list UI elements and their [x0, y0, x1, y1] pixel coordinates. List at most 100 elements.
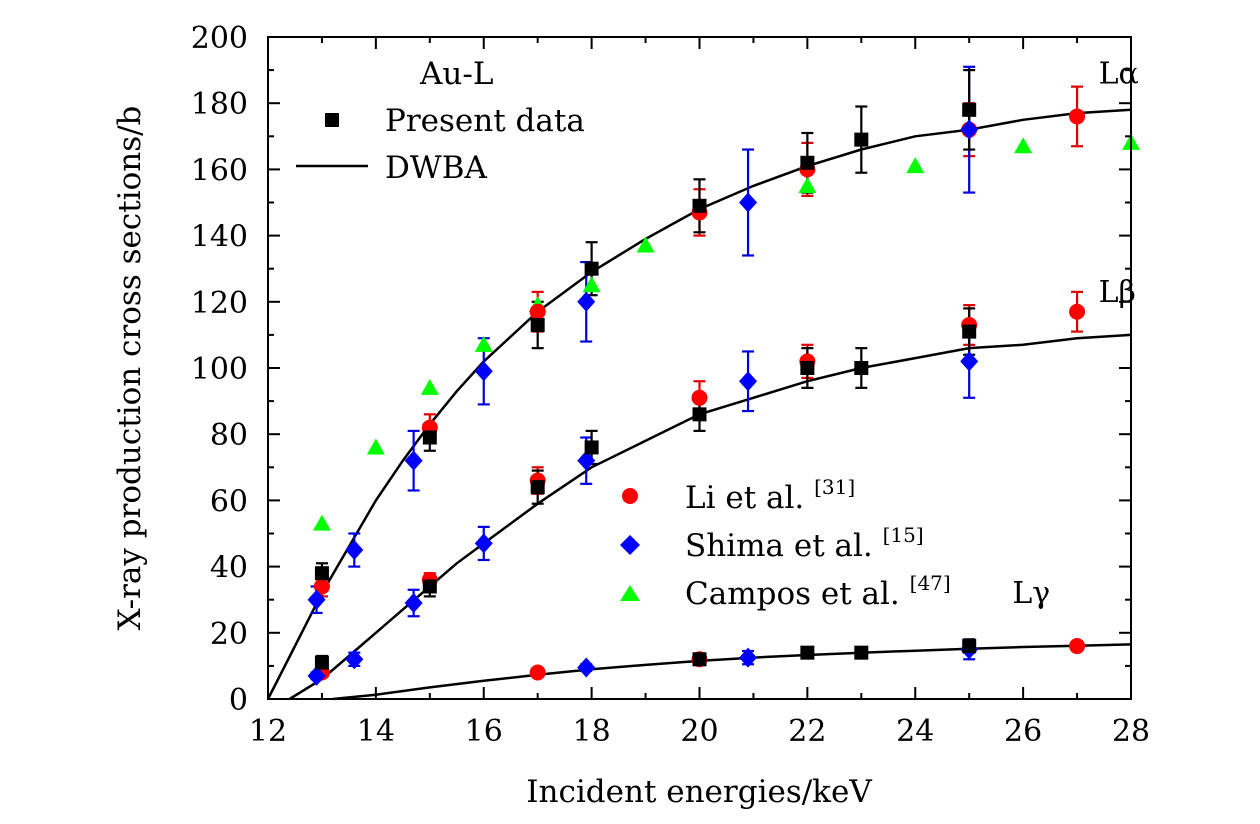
legend-campos-name: Campos et al.	[685, 576, 900, 612]
present-data-l-beta-marker	[800, 361, 815, 375]
x-tick-labels: 12 14 16 18 20 22 24 26 28	[249, 714, 1150, 749]
present-data-l-beta-marker	[530, 480, 545, 495]
data-markers	[307, 102, 1140, 686]
li-et-al-l-gamma-marker	[529, 664, 546, 681]
campos-et-al-l-alpha-marker	[366, 438, 385, 455]
present-data-l-alpha-marker	[800, 155, 815, 170]
y-tick-label: 60	[210, 484, 248, 519]
present-data-l-beta-marker	[584, 440, 599, 455]
shima-et-al-l-beta-marker	[404, 593, 423, 614]
present-data-l-beta-marker	[422, 579, 437, 594]
legend-campos-label: Campos et al. [47]	[685, 571, 951, 612]
x-tick-label: 14	[357, 714, 395, 749]
campos-et-al-l-alpha-marker	[582, 276, 601, 293]
shima-et-al-l-beta-marker	[307, 665, 326, 686]
present-data-l-alpha-marker	[962, 102, 977, 117]
legend-top: Au-L Present data DWBA	[296, 56, 585, 186]
y-tick-label: 180	[191, 87, 248, 122]
y-tick-label: 20	[210, 617, 248, 652]
series-label-l-beta: Lβ	[1099, 275, 1136, 310]
campos-et-al-l-alpha-marker	[420, 378, 439, 395]
li-et-al-l-alpha-marker	[313, 578, 330, 595]
present-data-l-alpha-marker	[422, 430, 437, 445]
legend-shima-label: Shima et al. [15]	[685, 523, 924, 564]
li-et-al-l-beta-marker	[691, 389, 708, 406]
x-tick-label: 26	[1004, 714, 1042, 749]
campos-et-al-l-alpha-marker	[906, 157, 925, 174]
y-axis-title: X-ray production cross sections/b	[112, 106, 148, 631]
shima-et-al-l-alpha-marker	[307, 589, 326, 610]
shima-et-al-l-beta-marker	[960, 351, 979, 372]
shima-et-al-l-beta-marker	[577, 450, 596, 471]
legend-title: Au-L	[419, 56, 493, 92]
x-tick-label: 18	[573, 714, 611, 749]
present-data-l-gamma-marker	[692, 652, 707, 667]
shima-et-al-l-beta-marker	[474, 533, 493, 554]
present-data-l-gamma-marker	[962, 639, 977, 654]
present-data-l-beta-marker	[692, 407, 707, 422]
legend-li-label: Li et al. [31]	[685, 475, 855, 516]
shima-et-al-l-alpha-marker	[739, 192, 758, 213]
shima-et-al-l-alpha-marker	[345, 540, 364, 561]
shima-et-al-l-gamma-marker	[577, 657, 596, 678]
y-tick-label: 80	[210, 418, 248, 453]
legend-square-marker	[325, 113, 339, 127]
legend-diamond-marker	[620, 535, 640, 555]
y-tick-label: 0	[229, 683, 248, 718]
present-data-l-gamma-marker	[800, 645, 815, 660]
y-tick-label: 200	[191, 21, 248, 56]
present-data-l-beta-marker	[854, 361, 869, 375]
y-tick-label: 100	[191, 352, 248, 387]
legend-triangle-marker	[620, 585, 640, 601]
shima-et-al-l-beta-marker	[345, 649, 364, 670]
x-tick-label: 24	[896, 714, 934, 749]
shima-et-al-l-alpha-marker	[577, 291, 596, 312]
shima-et-al-l-alpha-marker	[474, 361, 493, 382]
y-tick-label: 120	[191, 286, 248, 321]
legend-dwba-label: DWBA	[385, 150, 487, 186]
campos-et-al-l-alpha-marker	[798, 176, 817, 193]
x-tick-label: 22	[788, 714, 826, 749]
present-data-l-alpha-marker	[584, 261, 599, 276]
y-tick-label: 140	[191, 220, 248, 255]
y-tick-label: 40	[210, 551, 248, 586]
y-tick-labels: 0 20 40 60 80 100 120 140 160 180 200	[191, 21, 248, 718]
present-data-l-gamma-marker	[854, 645, 869, 660]
x-axis-title: Incident energies/keV	[526, 774, 872, 810]
dwba-curve-l-gamma	[332, 643, 1132, 701]
legend-li-name: Li et al.	[685, 480, 804, 516]
legend-campos-ref: [47]	[910, 571, 951, 595]
li-et-al-l-gamma-marker	[1069, 638, 1086, 655]
shima-et-al-l-alpha-marker	[960, 119, 979, 140]
li-et-al-l-alpha-marker	[1069, 108, 1086, 125]
shima-et-al-l-alpha-marker	[404, 450, 423, 471]
legend-circle-marker	[622, 488, 638, 504]
legend-shima-name: Shima et al.	[685, 528, 873, 564]
series-label-l-gamma: Lγ	[1012, 576, 1050, 611]
campos-et-al-l-alpha-marker	[1014, 137, 1033, 154]
present-data-l-beta-marker	[962, 324, 977, 339]
present-data-l-alpha-marker	[692, 198, 707, 213]
li-et-al-l-beta-marker	[1069, 303, 1086, 320]
campos-et-al-l-alpha-marker	[474, 335, 493, 352]
legend-bottom: Li et al. [31] Shima et al. [15] Campos …	[620, 475, 951, 612]
present-data-l-alpha-marker	[530, 317, 545, 332]
y-tick-label: 160	[191, 153, 248, 188]
campos-et-al-l-alpha-marker	[312, 514, 331, 531]
campos-et-al-l-alpha-marker	[636, 236, 655, 253]
legend-present-data-label: Present data	[385, 103, 585, 139]
legend-shima-ref: [15]	[883, 523, 924, 547]
present-data-l-alpha-marker	[854, 132, 869, 147]
dwba-curve-l-beta	[288, 333, 1132, 701]
x-tick-label: 16	[465, 714, 503, 749]
present-data-l-beta-marker	[314, 655, 329, 670]
x-tick-label: 12	[249, 714, 287, 749]
axis-ticks	[267, 36, 1132, 700]
legend-li-ref: [31]	[814, 475, 855, 499]
shima-et-al-l-beta-marker	[739, 371, 758, 392]
li-et-al-l-alpha-marker	[529, 303, 546, 320]
shima-et-al-l-gamma-marker	[739, 647, 758, 668]
